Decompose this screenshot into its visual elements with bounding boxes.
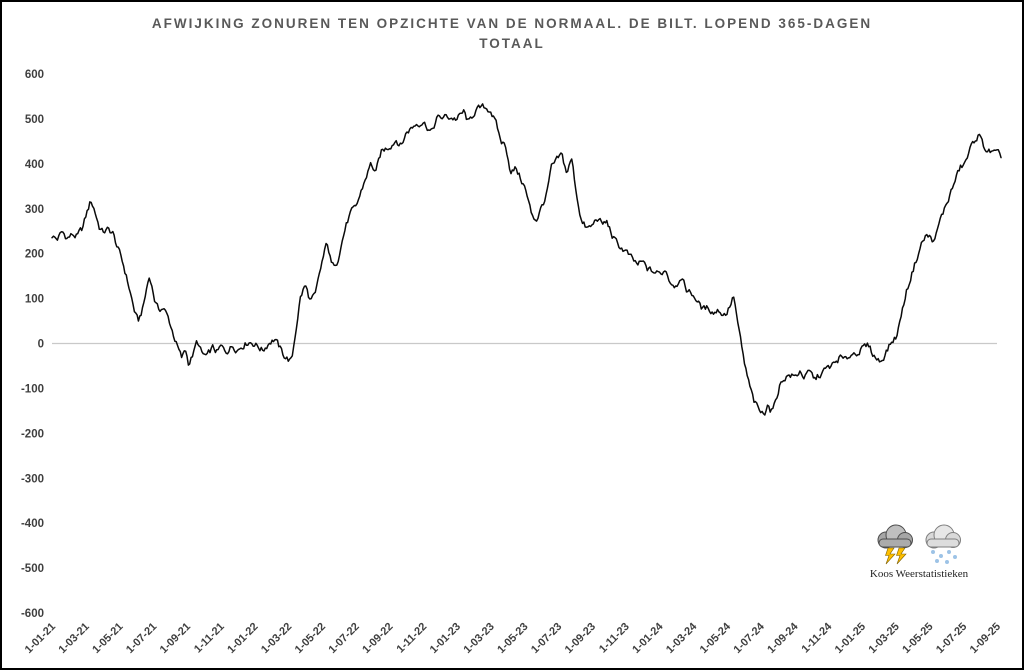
x-tick-label: 1-01-25 [833, 621, 868, 656]
storm-cloud-icon [877, 524, 913, 565]
x-tick-label: 1-05-22 [293, 621, 328, 656]
watermark-text: Koos Weerstatistieken [869, 568, 969, 580]
x-tick-label: 1-01-21 [23, 621, 58, 656]
chart-title-line1: AFWIJKING ZONUREN TEN OPZICHTE VAN DE NO… [151, 16, 873, 31]
y-tick-label: 500 [25, 114, 44, 126]
x-tick-label: 1-09-21 [158, 621, 193, 656]
x-tick-label: 1-09-25 [968, 621, 1003, 656]
y-tick-label: 300 [25, 204, 44, 216]
chart-title: AFWIJKING ZONUREN TEN OPZICHTE VAN DE NO… [2, 14, 1022, 54]
y-tick-label: 400 [25, 159, 44, 171]
x-tick-label: 1-03-25 [867, 621, 902, 656]
x-tick-label: 1-03-24 [664, 620, 700, 656]
y-tick-label: 0 [38, 339, 44, 351]
x-tick-label: 1-01-22 [225, 621, 260, 656]
x-tick-label: 1-09-24 [765, 620, 801, 656]
x-tick-label: 1-05-21 [90, 621, 125, 656]
y-tick-label: -500 [21, 563, 44, 575]
watermark: Koos Weerstatistieken [854, 524, 984, 580]
watermark-icons [854, 524, 984, 566]
x-tick-label: 1-05-23 [495, 621, 530, 656]
x-tick-label: 1-05-25 [900, 621, 935, 656]
y-tick-label: 200 [25, 249, 44, 261]
x-tick-label: 1-11-24 [800, 620, 835, 655]
x-tick-label: 1-09-23 [563, 621, 598, 656]
x-tick-label: 1-11-21 [192, 621, 227, 656]
x-tick-label: 1-07-23 [529, 621, 564, 656]
x-tick-label: 1-09-22 [360, 621, 395, 656]
x-tick-label: 1-01-23 [428, 621, 463, 656]
y-tick-label: 600 [25, 69, 44, 81]
y-tick-label: -600 [21, 608, 44, 620]
x-tick-label: 1-05-24 [698, 620, 734, 656]
x-tick-label: 1-03-22 [259, 621, 294, 656]
x-tick-label: 1-11-23 [597, 621, 632, 656]
x-tick-label: 1-11-22 [395, 621, 430, 656]
y-axis-labels: -600 -500 -400 -300 -200 -100 0 100 200 300 400 500… [21, 69, 44, 620]
y-tick-label: -200 [21, 428, 44, 440]
x-tick-label: 1-01-24 [630, 620, 666, 656]
x-tick-label: 1-07-25 [934, 621, 969, 656]
snow-cloud-icon [925, 524, 961, 564]
x-axis-labels: 1-01-211-03-211-05-211-07-211-09-211-11-… [23, 620, 1003, 656]
data-line [51, 103, 1002, 416]
x-tick-label: 1-07-22 [327, 621, 362, 656]
y-tick-label: -300 [21, 473, 44, 485]
x-tick-label: 1-07-21 [124, 621, 159, 656]
chart-title-line2: TOTAAL [479, 36, 545, 51]
x-tick-label: 1-03-23 [462, 621, 497, 656]
y-tick-label: -400 [21, 518, 44, 530]
y-tick-label: -100 [21, 383, 44, 395]
y-tick-label: 100 [25, 294, 44, 306]
x-tick-label: 1-07-24 [732, 620, 768, 656]
x-tick-label: 1-03-21 [57, 621, 92, 656]
